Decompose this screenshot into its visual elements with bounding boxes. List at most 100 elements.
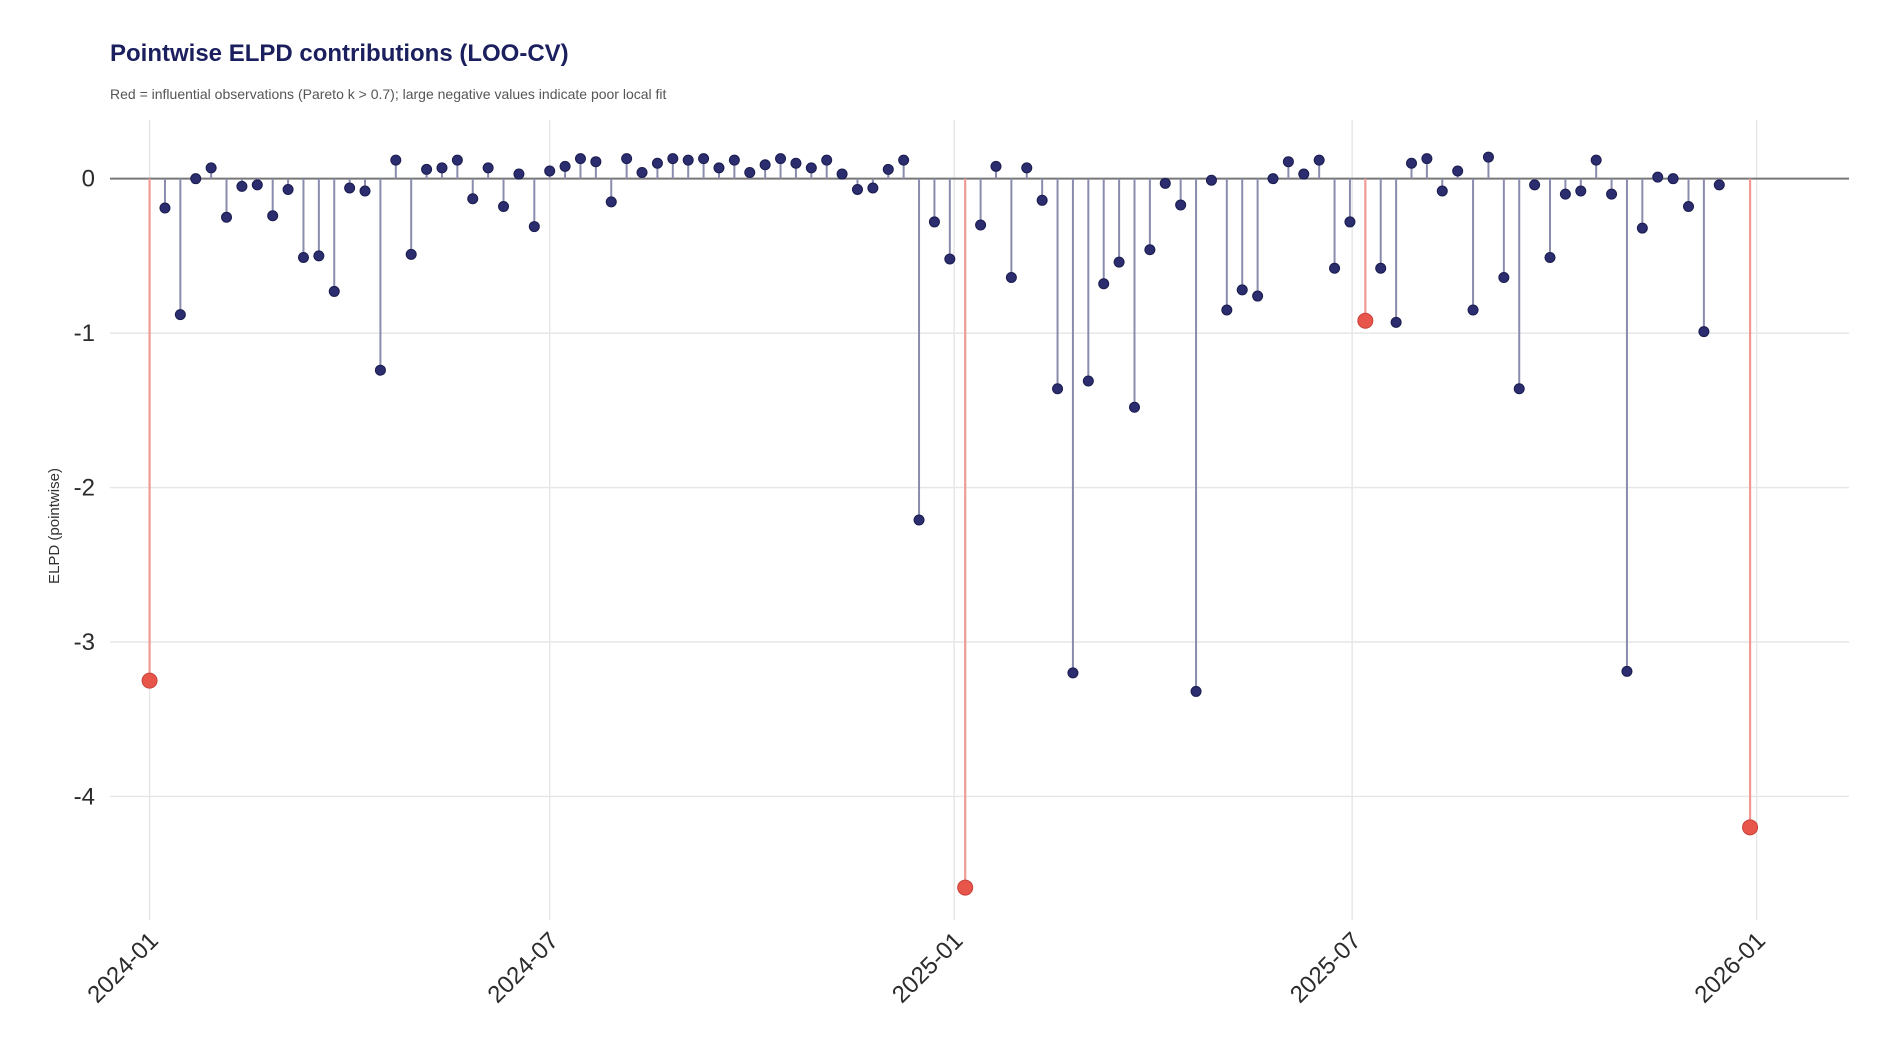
chart-subtitle: Red = influential observations (Pareto k… bbox=[110, 86, 667, 102]
data-point bbox=[1298, 168, 1310, 180]
data-point bbox=[913, 514, 925, 526]
data-point bbox=[328, 285, 340, 297]
data-point bbox=[1113, 256, 1125, 268]
data-point bbox=[1267, 173, 1279, 185]
influential-point bbox=[141, 672, 158, 689]
grid-layer bbox=[110, 120, 1849, 920]
data-point bbox=[621, 153, 633, 165]
data-point bbox=[1683, 200, 1695, 212]
data-point bbox=[544, 165, 556, 177]
data-point bbox=[1498, 272, 1510, 284]
data-point bbox=[1667, 173, 1679, 185]
influential-point bbox=[1742, 819, 1759, 836]
data-point bbox=[190, 173, 202, 185]
data-point bbox=[728, 154, 740, 166]
data-point bbox=[344, 182, 356, 194]
data-point bbox=[267, 210, 279, 222]
data-point bbox=[1698, 326, 1710, 338]
data-point bbox=[390, 154, 402, 166]
data-point bbox=[251, 179, 263, 191]
data-point bbox=[1036, 194, 1048, 206]
influential-point bbox=[1357, 312, 1374, 329]
data-point bbox=[1529, 179, 1541, 191]
data-point bbox=[528, 221, 540, 233]
data-point bbox=[174, 309, 186, 321]
data-point bbox=[1021, 162, 1033, 174]
tick-label-layer: 0 -1 -2 -3 -4 2024-01 2024-07 2025-01 2025-07 202… bbox=[74, 166, 1771, 1009]
data-point bbox=[1221, 304, 1233, 316]
data-point bbox=[1067, 667, 1079, 679]
data-point bbox=[821, 154, 833, 166]
data-point bbox=[1513, 383, 1525, 395]
data-point bbox=[1175, 199, 1187, 211]
data-point bbox=[1205, 174, 1217, 186]
data-point bbox=[1467, 304, 1479, 316]
point-layer bbox=[141, 151, 1759, 896]
influential-point bbox=[957, 879, 974, 896]
data-point bbox=[1375, 262, 1387, 274]
data-point bbox=[990, 160, 1002, 172]
data-point bbox=[421, 163, 433, 175]
data-point bbox=[221, 211, 233, 223]
data-point bbox=[882, 163, 894, 175]
data-point bbox=[436, 162, 448, 174]
data-point bbox=[359, 185, 371, 197]
data-point bbox=[1144, 244, 1156, 256]
data-point bbox=[467, 193, 479, 205]
data-point bbox=[605, 196, 617, 208]
data-point bbox=[805, 162, 817, 174]
x-tick-label: 2026-01 bbox=[1690, 927, 1771, 1008]
data-point bbox=[1713, 179, 1725, 191]
data-point bbox=[159, 202, 171, 214]
data-point bbox=[313, 250, 325, 262]
data-point bbox=[898, 154, 910, 166]
data-point bbox=[451, 154, 463, 166]
data-point bbox=[1559, 188, 1571, 200]
data-point bbox=[1082, 375, 1094, 387]
data-point bbox=[513, 168, 525, 180]
data-point bbox=[1590, 154, 1602, 166]
data-point bbox=[975, 219, 987, 231]
x-tick-label: 2024-07 bbox=[483, 927, 564, 1008]
data-point bbox=[1452, 165, 1464, 177]
data-point bbox=[498, 200, 510, 212]
data-point bbox=[928, 216, 940, 228]
data-point bbox=[1621, 665, 1633, 677]
data-point bbox=[651, 157, 663, 169]
data-point bbox=[1282, 156, 1294, 168]
data-point bbox=[1421, 153, 1433, 165]
data-point bbox=[1128, 401, 1140, 413]
y-tick-label: 0 bbox=[82, 166, 95, 193]
data-point bbox=[574, 153, 586, 165]
data-point bbox=[775, 153, 787, 165]
data-point bbox=[405, 248, 417, 260]
y-tick-label: -4 bbox=[74, 783, 95, 810]
data-point bbox=[667, 153, 679, 165]
data-point bbox=[759, 159, 771, 171]
data-point bbox=[590, 156, 602, 168]
data-point bbox=[1190, 685, 1202, 697]
data-point bbox=[1005, 272, 1017, 284]
data-point bbox=[682, 154, 694, 166]
data-point bbox=[236, 180, 248, 192]
x-tick-label: 2025-01 bbox=[887, 927, 968, 1008]
data-point bbox=[1236, 284, 1248, 296]
data-point bbox=[744, 167, 756, 179]
data-point bbox=[1544, 251, 1556, 263]
data-point bbox=[836, 168, 848, 180]
y-tick-label: -3 bbox=[74, 629, 95, 656]
y-tick-label: -1 bbox=[74, 320, 95, 347]
data-point bbox=[1436, 185, 1448, 197]
stem-layer bbox=[148, 157, 1752, 888]
data-point bbox=[636, 167, 648, 179]
data-point bbox=[851, 183, 863, 195]
data-point bbox=[867, 182, 879, 194]
data-point bbox=[1575, 185, 1587, 197]
data-point bbox=[1636, 222, 1648, 234]
data-point bbox=[1482, 151, 1494, 163]
data-point bbox=[282, 183, 294, 195]
data-point bbox=[1652, 171, 1664, 183]
data-point bbox=[1344, 216, 1356, 228]
